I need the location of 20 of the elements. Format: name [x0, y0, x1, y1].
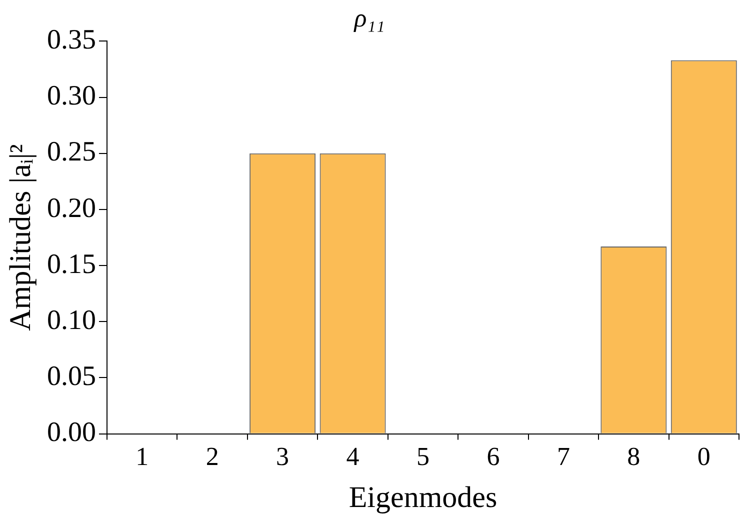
y-tick-label: 0.05 — [47, 361, 96, 392]
y-tick-label: 0.30 — [47, 80, 96, 112]
x-axis-title: Eigenmodes — [348, 480, 498, 514]
x-tick-label: 3 — [276, 442, 290, 472]
x-tick-label: 6 — [486, 442, 500, 472]
x-tick-label: 0 — [697, 442, 710, 472]
x-tick-label: 5 — [416, 442, 430, 472]
y-tick-label: 0.00 — [47, 417, 96, 448]
y-tick-label: 0.25 — [47, 136, 96, 168]
x-tick-label: 2 — [206, 442, 219, 472]
x-tick-label: 1 — [136, 442, 149, 472]
x-tick-label: 8 — [627, 442, 640, 472]
x-tick-label: 7 — [556, 442, 570, 472]
y-tick-label: 0.35 — [47, 24, 96, 56]
y-tick-label: 0.20 — [47, 192, 96, 224]
y-axis-title: Amplitudes |aᵢ|² — [4, 144, 37, 331]
y-tick-label: 0.10 — [47, 304, 96, 336]
y-tick-label: 0.15 — [47, 248, 96, 280]
chart-title: ρ₁₁ — [353, 3, 385, 32]
x-tick-label: 4 — [346, 442, 360, 472]
